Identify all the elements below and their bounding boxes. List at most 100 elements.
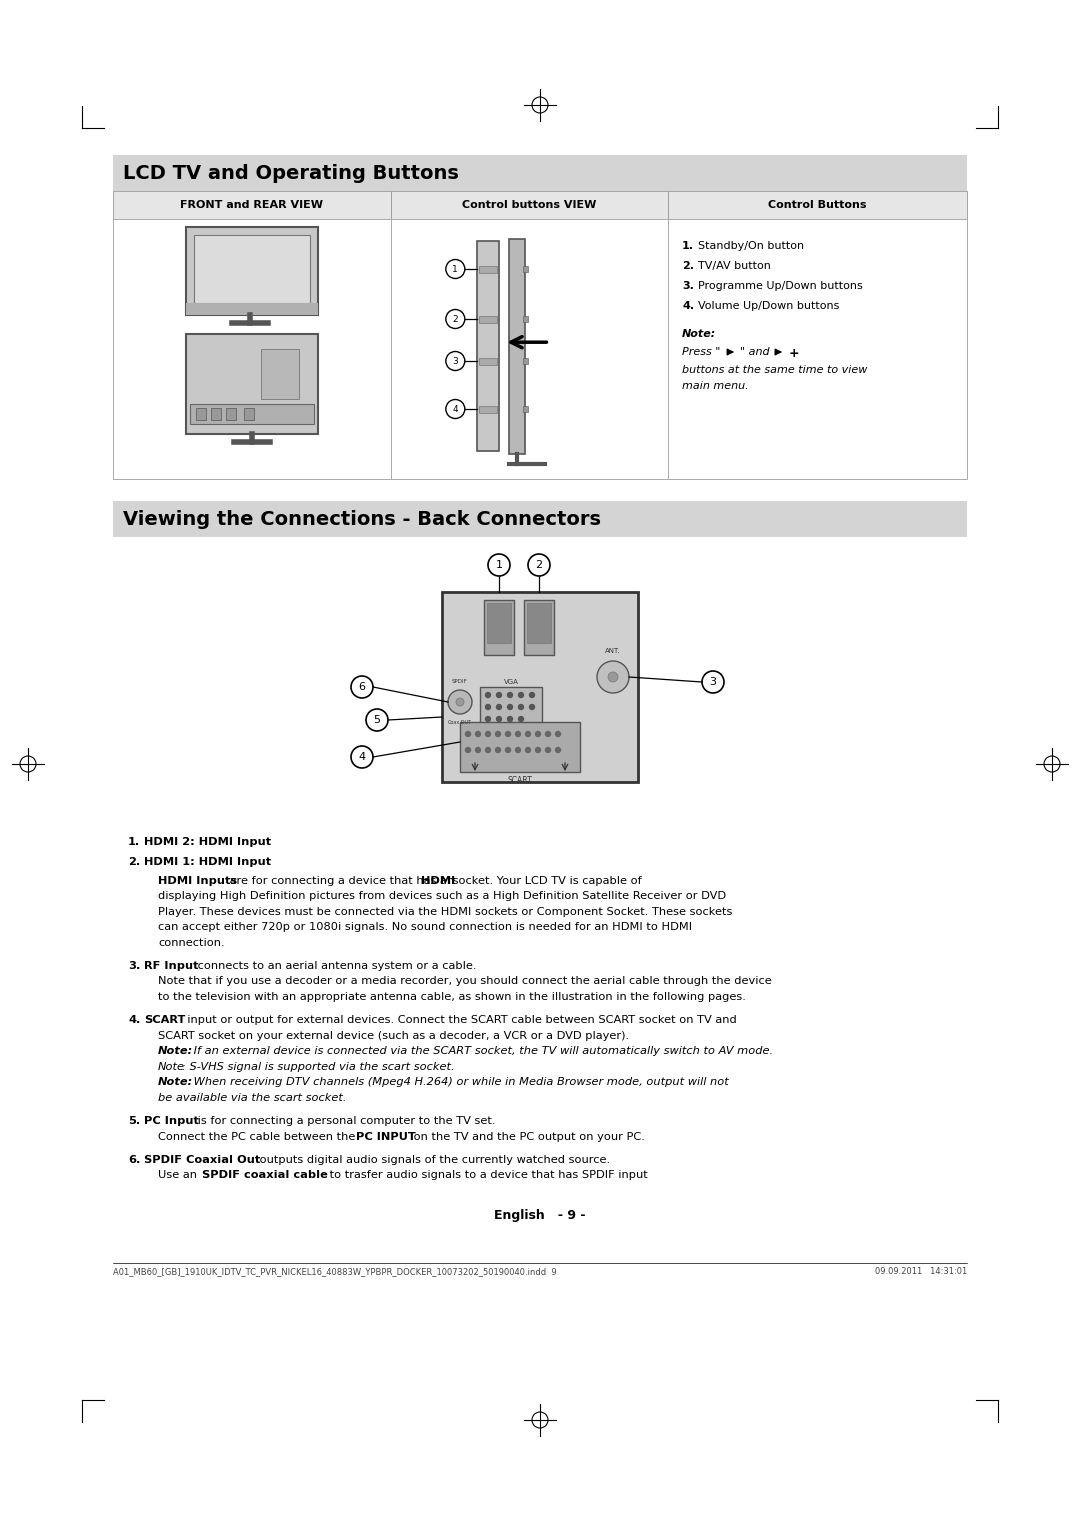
Text: can accept either 720p or 1080i signals. No sound connection is needed for an HD: can accept either 720p or 1080i signals.… [158, 923, 692, 932]
Text: Use an: Use an [158, 1170, 201, 1180]
Text: displaying High Definition pictures from devices such as a High Definition Satel: displaying High Definition pictures from… [158, 891, 726, 902]
Text: : S-VHS signal is supported via the scart socket.: : S-VHS signal is supported via the scar… [183, 1062, 455, 1071]
Circle shape [518, 692, 524, 697]
Circle shape [508, 717, 513, 721]
Text: PC INPUT: PC INPUT [356, 1132, 416, 1141]
Text: 4: 4 [453, 405, 458, 414]
FancyBboxPatch shape [524, 406, 528, 413]
Text: SCART: SCART [144, 1015, 186, 1025]
Circle shape [475, 747, 481, 752]
Circle shape [529, 692, 535, 697]
Circle shape [486, 717, 490, 721]
Text: on the TV and the PC output on your PC.: on the TV and the PC output on your PC. [410, 1132, 645, 1141]
FancyBboxPatch shape [190, 403, 314, 423]
Text: FRONT and REAR VIEW: FRONT and REAR VIEW [180, 200, 323, 209]
FancyBboxPatch shape [113, 219, 967, 478]
Text: 09.09.2011   14:31:01: 09.09.2011 14:31:01 [875, 1267, 967, 1276]
Circle shape [529, 704, 535, 709]
Text: A01_MB60_[GB]_1910UK_IDTV_TC_PVR_NICKEL16_40883W_YPBPR_DOCKER_10073202_50190040.: A01_MB60_[GB]_1910UK_IDTV_TC_PVR_NICKEL1… [113, 1267, 556, 1276]
Circle shape [497, 692, 501, 697]
Circle shape [465, 747, 471, 752]
Text: Note that if you use a decoder or a media recorder, you should connect the aeria: Note that if you use a decoder or a medi… [158, 976, 772, 987]
Text: +: + [789, 347, 799, 361]
Text: 2.: 2. [683, 261, 694, 270]
FancyBboxPatch shape [524, 266, 528, 272]
Circle shape [486, 692, 490, 697]
Text: 2.: 2. [129, 857, 140, 868]
Circle shape [448, 691, 472, 714]
Circle shape [555, 732, 561, 736]
Text: English   - 9 -: English - 9 - [495, 1209, 585, 1222]
Text: RF Input: RF Input [144, 961, 199, 970]
Text: 1: 1 [453, 264, 458, 274]
Text: 3: 3 [710, 677, 716, 688]
Text: are for connecting a device that has an: are for connecting a device that has an [226, 876, 458, 886]
Circle shape [545, 747, 551, 752]
Text: Control buttons VIEW: Control buttons VIEW [462, 200, 596, 209]
Text: input or output for external devices. Connect the SCART cable between SCART sock: input or output for external devices. Co… [180, 1015, 737, 1025]
Text: 4.: 4. [683, 301, 694, 312]
Text: main menu.: main menu. [683, 380, 748, 391]
Text: Note:: Note: [683, 329, 716, 339]
Text: be available via the scart socket.: be available via the scart socket. [158, 1093, 347, 1103]
Circle shape [536, 732, 540, 736]
Text: 4.: 4. [129, 1015, 140, 1025]
FancyBboxPatch shape [186, 228, 318, 315]
Text: SPDIF Coaxial Out: SPDIF Coaxial Out [144, 1155, 260, 1164]
Circle shape [515, 747, 521, 752]
Text: Programme Up/Down buttons: Programme Up/Down buttons [698, 281, 863, 290]
Text: 6.: 6. [129, 1155, 140, 1164]
Text: SPDIF: SPDIF [453, 678, 468, 685]
Circle shape [486, 704, 490, 709]
FancyBboxPatch shape [442, 591, 638, 782]
FancyBboxPatch shape [480, 266, 497, 272]
Text: Viewing the Connections - Back Connectors: Viewing the Connections - Back Connector… [123, 510, 600, 529]
FancyBboxPatch shape [487, 604, 511, 643]
Circle shape [518, 717, 524, 721]
FancyBboxPatch shape [226, 408, 235, 420]
FancyBboxPatch shape [186, 303, 318, 315]
FancyBboxPatch shape [524, 601, 554, 656]
Text: TV/AV button: TV/AV button [698, 261, 771, 270]
Text: connects to an aerial antenna system or a cable.: connects to an aerial antenna system or … [194, 961, 476, 970]
Text: HDMI: HDMI [421, 876, 456, 886]
Text: PC Input: PC Input [144, 1115, 199, 1126]
FancyBboxPatch shape [193, 235, 310, 303]
Text: 1.: 1. [683, 241, 694, 251]
Circle shape [486, 732, 490, 736]
Circle shape [526, 747, 530, 752]
FancyBboxPatch shape [113, 191, 391, 219]
Circle shape [505, 732, 511, 736]
Text: 2: 2 [453, 315, 458, 324]
FancyBboxPatch shape [480, 688, 542, 729]
Text: HDMI Inputs: HDMI Inputs [158, 876, 238, 886]
Text: Player. These devices must be connected via the HDMI sockets or Component Socket: Player. These devices must be connected … [158, 906, 732, 917]
Text: Note:: Note: [158, 1077, 193, 1088]
Text: HDMI 1: HDMI Input: HDMI 1: HDMI Input [144, 857, 271, 868]
Text: HDMI 2: HDMI Input: HDMI 2: HDMI Input [144, 837, 271, 847]
FancyBboxPatch shape [244, 408, 254, 420]
Text: SPDIF coaxial cable: SPDIF coaxial cable [202, 1170, 328, 1180]
Text: 1.: 1. [129, 837, 140, 847]
FancyBboxPatch shape [477, 241, 499, 451]
FancyBboxPatch shape [113, 154, 967, 191]
Text: 3.: 3. [129, 961, 140, 970]
Text: Note:: Note: [158, 1047, 193, 1056]
Text: Volume Up/Down buttons: Volume Up/Down buttons [698, 301, 839, 312]
Text: 3: 3 [453, 356, 458, 365]
Text: " and: " and [740, 347, 770, 358]
Circle shape [497, 704, 501, 709]
Text: 5.: 5. [129, 1115, 140, 1126]
Circle shape [475, 732, 481, 736]
Text: When receiving DTV channels (Mpeg4 H.264) or while in Media Browser mode, output: When receiving DTV channels (Mpeg4 H.264… [190, 1077, 729, 1088]
Text: Standby/On button: Standby/On button [698, 241, 805, 251]
Text: ANT.: ANT. [605, 648, 621, 654]
Circle shape [456, 698, 464, 706]
Text: buttons at the same time to view: buttons at the same time to view [683, 365, 867, 374]
Circle shape [508, 704, 513, 709]
Text: 5: 5 [374, 715, 380, 724]
Text: to trasfer audio signals to a device that has SPDIF input: to trasfer audio signals to a device tha… [326, 1170, 648, 1180]
Text: 3.: 3. [683, 281, 694, 290]
Circle shape [515, 732, 521, 736]
Circle shape [505, 747, 511, 752]
